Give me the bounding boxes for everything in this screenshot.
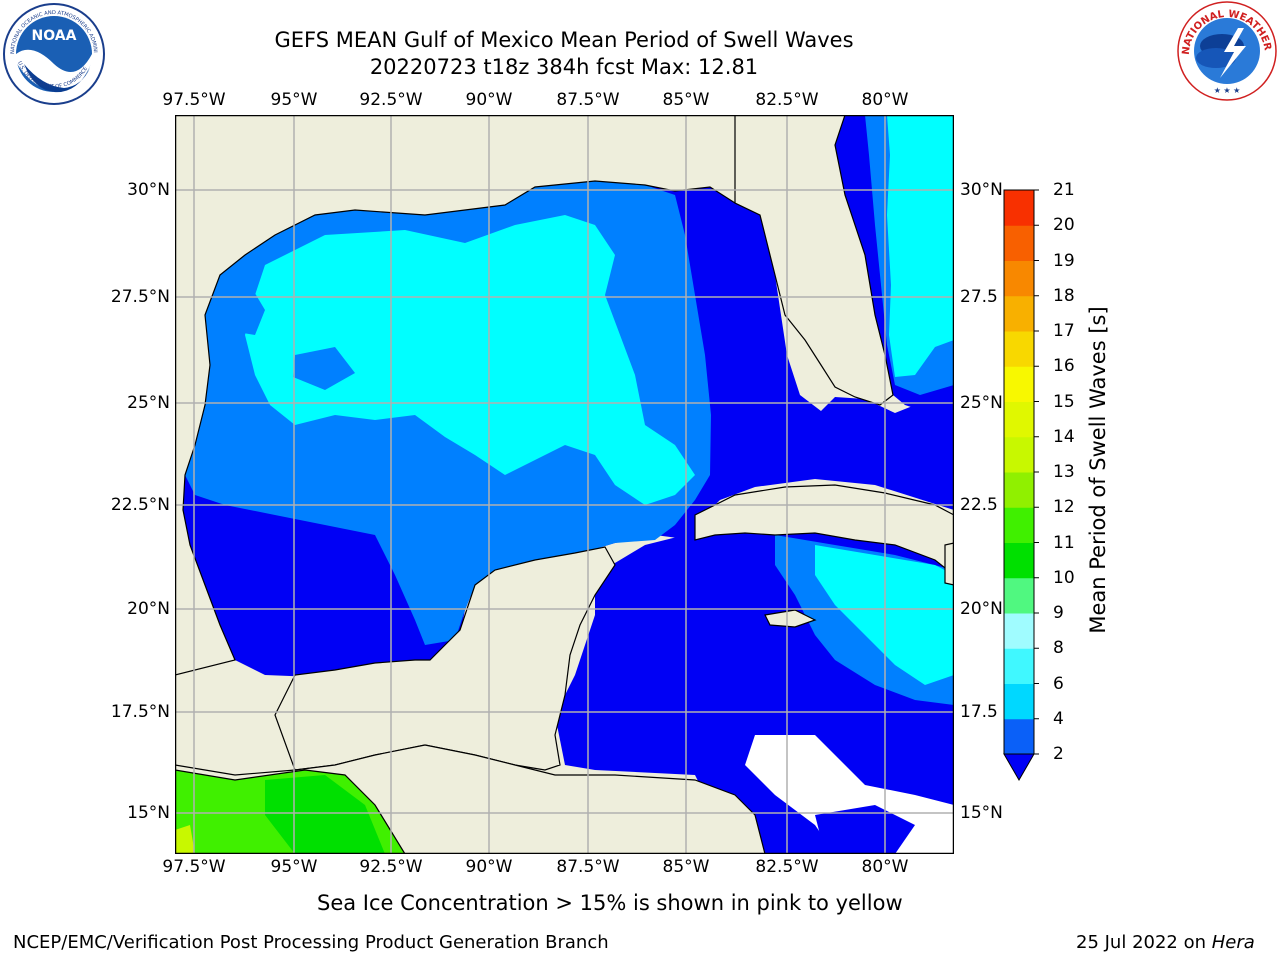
- colorbar-tick-9: 14: [1053, 426, 1075, 447]
- pacific-water-bright-green: [265, 775, 385, 854]
- caribbean-water-dark-patch: [815, 805, 915, 854]
- lat-tick-right-5: 17.5: [960, 702, 998, 722]
- colorbar-segment-0: [1004, 718, 1034, 755]
- atlantic-water-light: [887, 115, 954, 377]
- machine-name: Hera: [1211, 932, 1255, 953]
- colorbar-tick-4: 9: [1053, 603, 1064, 623]
- nws-logo: NATIONAL WEATHER SERVICE ★ ★ ★: [1176, 0, 1277, 101]
- central-america-land: [175, 744, 766, 854]
- colorbar-segment-7: [1004, 472, 1034, 508]
- lon-tick-bottom-4: 87.5°W: [556, 857, 620, 877]
- mexico-land: [175, 115, 776, 676]
- lon-tick-bottom-7: 80°W: [861, 857, 909, 877]
- lon-tick-bottom-5: 85°W: [662, 857, 710, 877]
- lat-tick-right-4: 20°N: [960, 599, 1003, 619]
- colorbar-segment-10: [1004, 366, 1034, 402]
- colorbar-segment-6: [1004, 507, 1034, 543]
- jamaica-land: [764, 609, 817, 628]
- colorbar-segment-14: [1004, 225, 1034, 261]
- colorbar-tick-1: 4: [1053, 708, 1064, 729]
- colorbar-segment-8: [1004, 436, 1034, 473]
- colorbar-segment-4: [1004, 577, 1034, 614]
- colorbar: [1003, 189, 1039, 782]
- map-title: GEFS MEAN Gulf of Mexico Mean Period of …: [274, 28, 854, 52]
- colorbar-tick-6: 11: [1053, 532, 1075, 553]
- map-frame: [175, 115, 954, 854]
- colorbar-segment-9: [1004, 401, 1034, 438]
- sea-ice-note: Sea Ice Concentration > 15% is shown in …: [317, 891, 903, 915]
- lat-tick-right-2: 25°N: [960, 393, 1003, 413]
- lat-tick-left-4: 20°N: [127, 599, 170, 619]
- colorbar-tick-15: 20: [1053, 215, 1075, 236]
- lon-tick-top-2: 92.5°W: [359, 90, 423, 110]
- gulf-water-medium-patch: [215, 515, 305, 585]
- gulf-of-mexico-map: [175, 115, 954, 854]
- colorbar-tick-11: 16: [1053, 356, 1075, 377]
- colorbar-segment-13: [1004, 260, 1034, 297]
- credit-text: NCEP/EMC/Verification Post Processing Pr…: [13, 932, 609, 953]
- lon-tick-top-3: 90°W: [465, 90, 513, 110]
- colorbar-segment-2: [1004, 648, 1034, 684]
- colorbar-segment-5: [1004, 542, 1034, 579]
- florida-land: [734, 115, 894, 406]
- lat-tick-right-1: 27.5: [960, 287, 998, 307]
- lat-tick-left-6: 15°N: [127, 803, 170, 823]
- colorbar-segment-11: [1004, 331, 1034, 367]
- lon-tick-bottom-6: 82.5°W: [755, 857, 819, 877]
- gulf-water-light-patch2: [293, 347, 355, 390]
- colorbar-tick-0: 2: [1053, 744, 1064, 764]
- lon-tick-top-1: 95°W: [270, 90, 318, 110]
- lat-tick-left-0: 30°N: [127, 180, 170, 200]
- colorbar-tick-16: 21: [1053, 180, 1075, 200]
- graticule: [175, 115, 954, 854]
- date-text: 25 Jul 2022 on: [1076, 932, 1212, 953]
- lon-tick-top-6: 82.5°W: [755, 90, 819, 110]
- lat-tick-left-2: 25°N: [127, 393, 170, 413]
- colorbar-tick-5: 10: [1053, 567, 1075, 588]
- colorbar-tick-12: 17: [1053, 321, 1075, 341]
- colorbar-segment-1: [1004, 683, 1034, 720]
- lat-tick-right-3: 22.5: [960, 495, 998, 515]
- colorbar-extend-arrow: [1003, 753, 1035, 782]
- cuba-land: [694, 484, 954, 576]
- colorbar-segment-12: [1004, 295, 1034, 332]
- svg-text:★ ★ ★: ★ ★ ★: [1214, 86, 1241, 95]
- lat-tick-left-5: 17.5°N: [110, 702, 170, 722]
- colorbar-label: Mean Period of Swell Waves [s]: [1086, 306, 1110, 634]
- lon-tick-top-5: 85°W: [662, 90, 710, 110]
- colorbar-tick-7: 12: [1053, 497, 1075, 518]
- lon-tick-bottom-3: 90°W: [465, 857, 513, 877]
- lon-tick-bottom-1: 95°W: [270, 857, 318, 877]
- date-stamp: 25 Jul 2022 on Hera: [1076, 932, 1255, 953]
- noaa-logo: NOAA NATIONAL OCEANIC AND ATMOSPHERIC AD…: [2, 2, 105, 105]
- lon-tick-top-7: 80°W: [861, 90, 909, 110]
- hispaniola-land: [944, 542, 954, 586]
- colorbar-tick-14: 19: [1053, 250, 1075, 271]
- colorbar-tick-10: 15: [1053, 391, 1075, 412]
- colorbar-tick-8: 13: [1053, 462, 1075, 482]
- lon-tick-bottom-2: 92.5°W: [359, 857, 423, 877]
- lon-tick-top-0: 97.5°W: [162, 90, 226, 110]
- colorbar-segment-15: [1004, 190, 1034, 226]
- pacific-water-yellow-green: [175, 825, 195, 854]
- colorbar-tick-2: 6: [1053, 673, 1064, 694]
- lat-tick-right-6: 15°N: [960, 803, 1003, 823]
- gulf-water-light: [245, 215, 695, 505]
- colorbar-tick-3: 8: [1053, 638, 1064, 659]
- map-subtitle: 20220723 t18z 384h fcst Max: 12.81: [369, 55, 759, 79]
- lat-tick-left-1: 27.5°N: [110, 287, 170, 307]
- noaa-text: NOAA: [32, 28, 77, 44]
- lat-tick-left-3: 22.5°N: [110, 495, 170, 515]
- colorbar-segment-3: [1004, 613, 1034, 649]
- lon-tick-top-4: 87.5°W: [556, 90, 620, 110]
- colorbar-tick-13: 18: [1053, 285, 1075, 306]
- lon-tick-bottom-0: 97.5°W: [162, 857, 226, 877]
- lat-tick-right-0: 30°N: [960, 180, 1003, 200]
